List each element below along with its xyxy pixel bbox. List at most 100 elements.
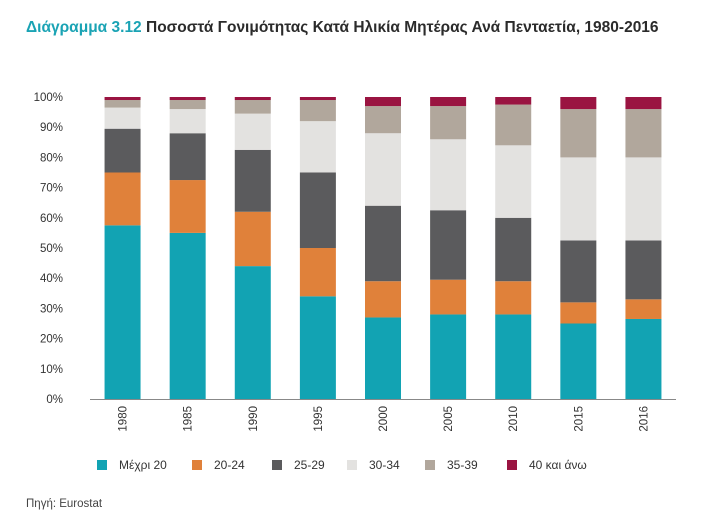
bar-stack-2005 xyxy=(430,97,467,399)
bar-stack-1990 xyxy=(234,97,271,399)
bar-segment-2010-s0 xyxy=(495,314,532,399)
bar-segment-1995-s2 xyxy=(299,172,336,248)
x-tick-label: 2000 xyxy=(378,406,390,432)
bar-segment-2015-s1 xyxy=(560,302,597,324)
figure-number: Διάγραμμα 3.12 xyxy=(26,19,142,36)
legend-item: 20-24 xyxy=(192,456,245,474)
bar-segment-2015-s2 xyxy=(560,240,597,303)
bar-segment-2005-s2 xyxy=(430,210,467,280)
stacked-bar-chart: 0% 10% 20% 30% 40% 50% 60% 70% 80% 90% 100% 1980 19… xyxy=(34,92,676,432)
bar-segment-2010-s1 xyxy=(495,281,532,315)
bar-segment-1990-s5 xyxy=(234,97,271,101)
bar-segment-1980-s5 xyxy=(104,97,141,101)
legend-label: 30-34 xyxy=(369,458,400,472)
x-tick-label: 1995 xyxy=(313,406,325,432)
y-tick-label: 50% xyxy=(40,243,63,255)
bar-stack-2000 xyxy=(365,97,401,399)
legend-label: 20-24 xyxy=(214,458,245,472)
chart-title: Διάγραμμα 3.12 Ποσοστά Γονιμότητας Κατά … xyxy=(26,17,696,38)
bar-segment-2015-s0 xyxy=(560,323,597,399)
y-tick-label: 70% xyxy=(40,183,63,195)
x-tick-label: 1990 xyxy=(248,406,260,432)
bar-segment-2010-s2 xyxy=(495,217,532,282)
x-tick-label: 1980 xyxy=(118,406,130,432)
bar-segment-2016-s0 xyxy=(625,318,662,399)
bar-segment-1980-s3 xyxy=(104,107,141,129)
x-tick-label: 2005 xyxy=(443,406,455,432)
legend-swatch xyxy=(272,460,282,470)
bar-segment-2015-s4 xyxy=(560,109,597,158)
bar-segment-1985-s5 xyxy=(169,97,206,101)
bar-segment-2005-s0 xyxy=(430,314,467,399)
bar-segment-1980-s4 xyxy=(104,100,141,108)
bar-segment-2016-s1 xyxy=(625,299,662,319)
bar-segment-1985-s2 xyxy=(169,133,206,181)
legend: Μέχρι 20 20-24 25-29 30-34 35-39 40 και άνω xyxy=(0,456,708,474)
bar-segment-1985-s1 xyxy=(169,180,206,233)
legend-item: Μέχρι 20 xyxy=(97,456,167,474)
figure-title-text: Ποσοστά Γονιμότητας Κατά Ηλικία Μητέρας … xyxy=(146,19,659,36)
bar-segment-2000-s3 xyxy=(365,133,401,206)
bar-segment-1990-s0 xyxy=(234,266,271,399)
bar-segment-1995-s1 xyxy=(299,248,336,297)
y-tick-label: 30% xyxy=(40,303,63,315)
bar-segment-1995-s5 xyxy=(299,97,336,101)
legend-label: 25-29 xyxy=(294,458,325,472)
legend-label: 35-39 xyxy=(447,458,478,472)
bar-segment-1985-s3 xyxy=(169,109,206,134)
y-tick-label: 0% xyxy=(46,394,63,406)
y-tick-label: 80% xyxy=(40,152,63,164)
y-tick-label: 40% xyxy=(40,273,63,285)
legend-swatch xyxy=(425,460,435,470)
legend-label: Μέχρι 20 xyxy=(119,458,167,472)
bar-segment-2000-s5 xyxy=(365,97,401,107)
bar-segment-2000-s4 xyxy=(365,106,401,134)
bar-segment-1995-s3 xyxy=(299,121,336,173)
y-axis: 0% 10% 20% 30% 40% 50% 60% 70% 80% 90% 100% xyxy=(34,92,63,406)
legend-item: 35-39 xyxy=(425,456,478,474)
bar-segment-2015-s5 xyxy=(560,97,597,110)
bar-stack-1980 xyxy=(104,97,141,399)
bar-segment-2015-s3 xyxy=(560,157,597,241)
y-tick-label: 100% xyxy=(34,92,63,104)
bar-segment-1985-s0 xyxy=(169,232,206,399)
bar-segment-2010-s3 xyxy=(495,145,532,218)
legend-swatch xyxy=(192,460,202,470)
bar-segment-2016-s4 xyxy=(625,109,662,158)
bar-segment-2016-s2 xyxy=(625,240,662,300)
bar-stack-2015 xyxy=(560,97,597,399)
bar-segment-2005-s4 xyxy=(430,106,467,140)
bar-segment-2000-s0 xyxy=(365,317,401,399)
x-tick-label: 2015 xyxy=(573,406,585,432)
legend-swatch xyxy=(507,460,517,470)
x-tick-label: 2016 xyxy=(638,406,650,432)
bar-segment-2005-s1 xyxy=(430,279,467,315)
x-tick-label: 2010 xyxy=(508,406,520,432)
bar-segment-2000-s2 xyxy=(365,205,401,282)
bar-stack-1995 xyxy=(299,97,336,399)
bar-segment-1990-s4 xyxy=(234,100,271,114)
x-tick-label: 1985 xyxy=(183,406,195,432)
bar-segment-1980-s1 xyxy=(104,172,141,226)
bar-segment-1980-s0 xyxy=(104,225,141,399)
bar-segment-1980-s2 xyxy=(104,128,141,173)
legend-item: 40 και άνω xyxy=(507,456,587,474)
bar-segment-1995-s4 xyxy=(299,100,336,122)
y-tick-label: 20% xyxy=(40,334,63,346)
y-tick-label: 60% xyxy=(40,213,63,225)
bar-segment-1990-s2 xyxy=(234,149,271,212)
bar-segment-2000-s1 xyxy=(365,281,401,318)
y-tick-label: 10% xyxy=(40,364,63,376)
bar-segment-2010-s4 xyxy=(495,104,532,146)
y-tick-label: 90% xyxy=(40,122,63,134)
bar-segment-2016-s3 xyxy=(625,157,662,241)
legend-item: 30-34 xyxy=(347,456,400,474)
bar-stack-2016 xyxy=(625,97,662,399)
bars xyxy=(104,97,662,399)
bar-stack-2010 xyxy=(495,97,532,399)
source-note: Πηγή: Eurostat xyxy=(26,498,103,510)
legend-swatch xyxy=(97,460,107,470)
bar-segment-2016-s5 xyxy=(625,97,662,110)
bar-stack-1985 xyxy=(169,97,206,399)
bar-segment-2005-s5 xyxy=(430,97,467,107)
